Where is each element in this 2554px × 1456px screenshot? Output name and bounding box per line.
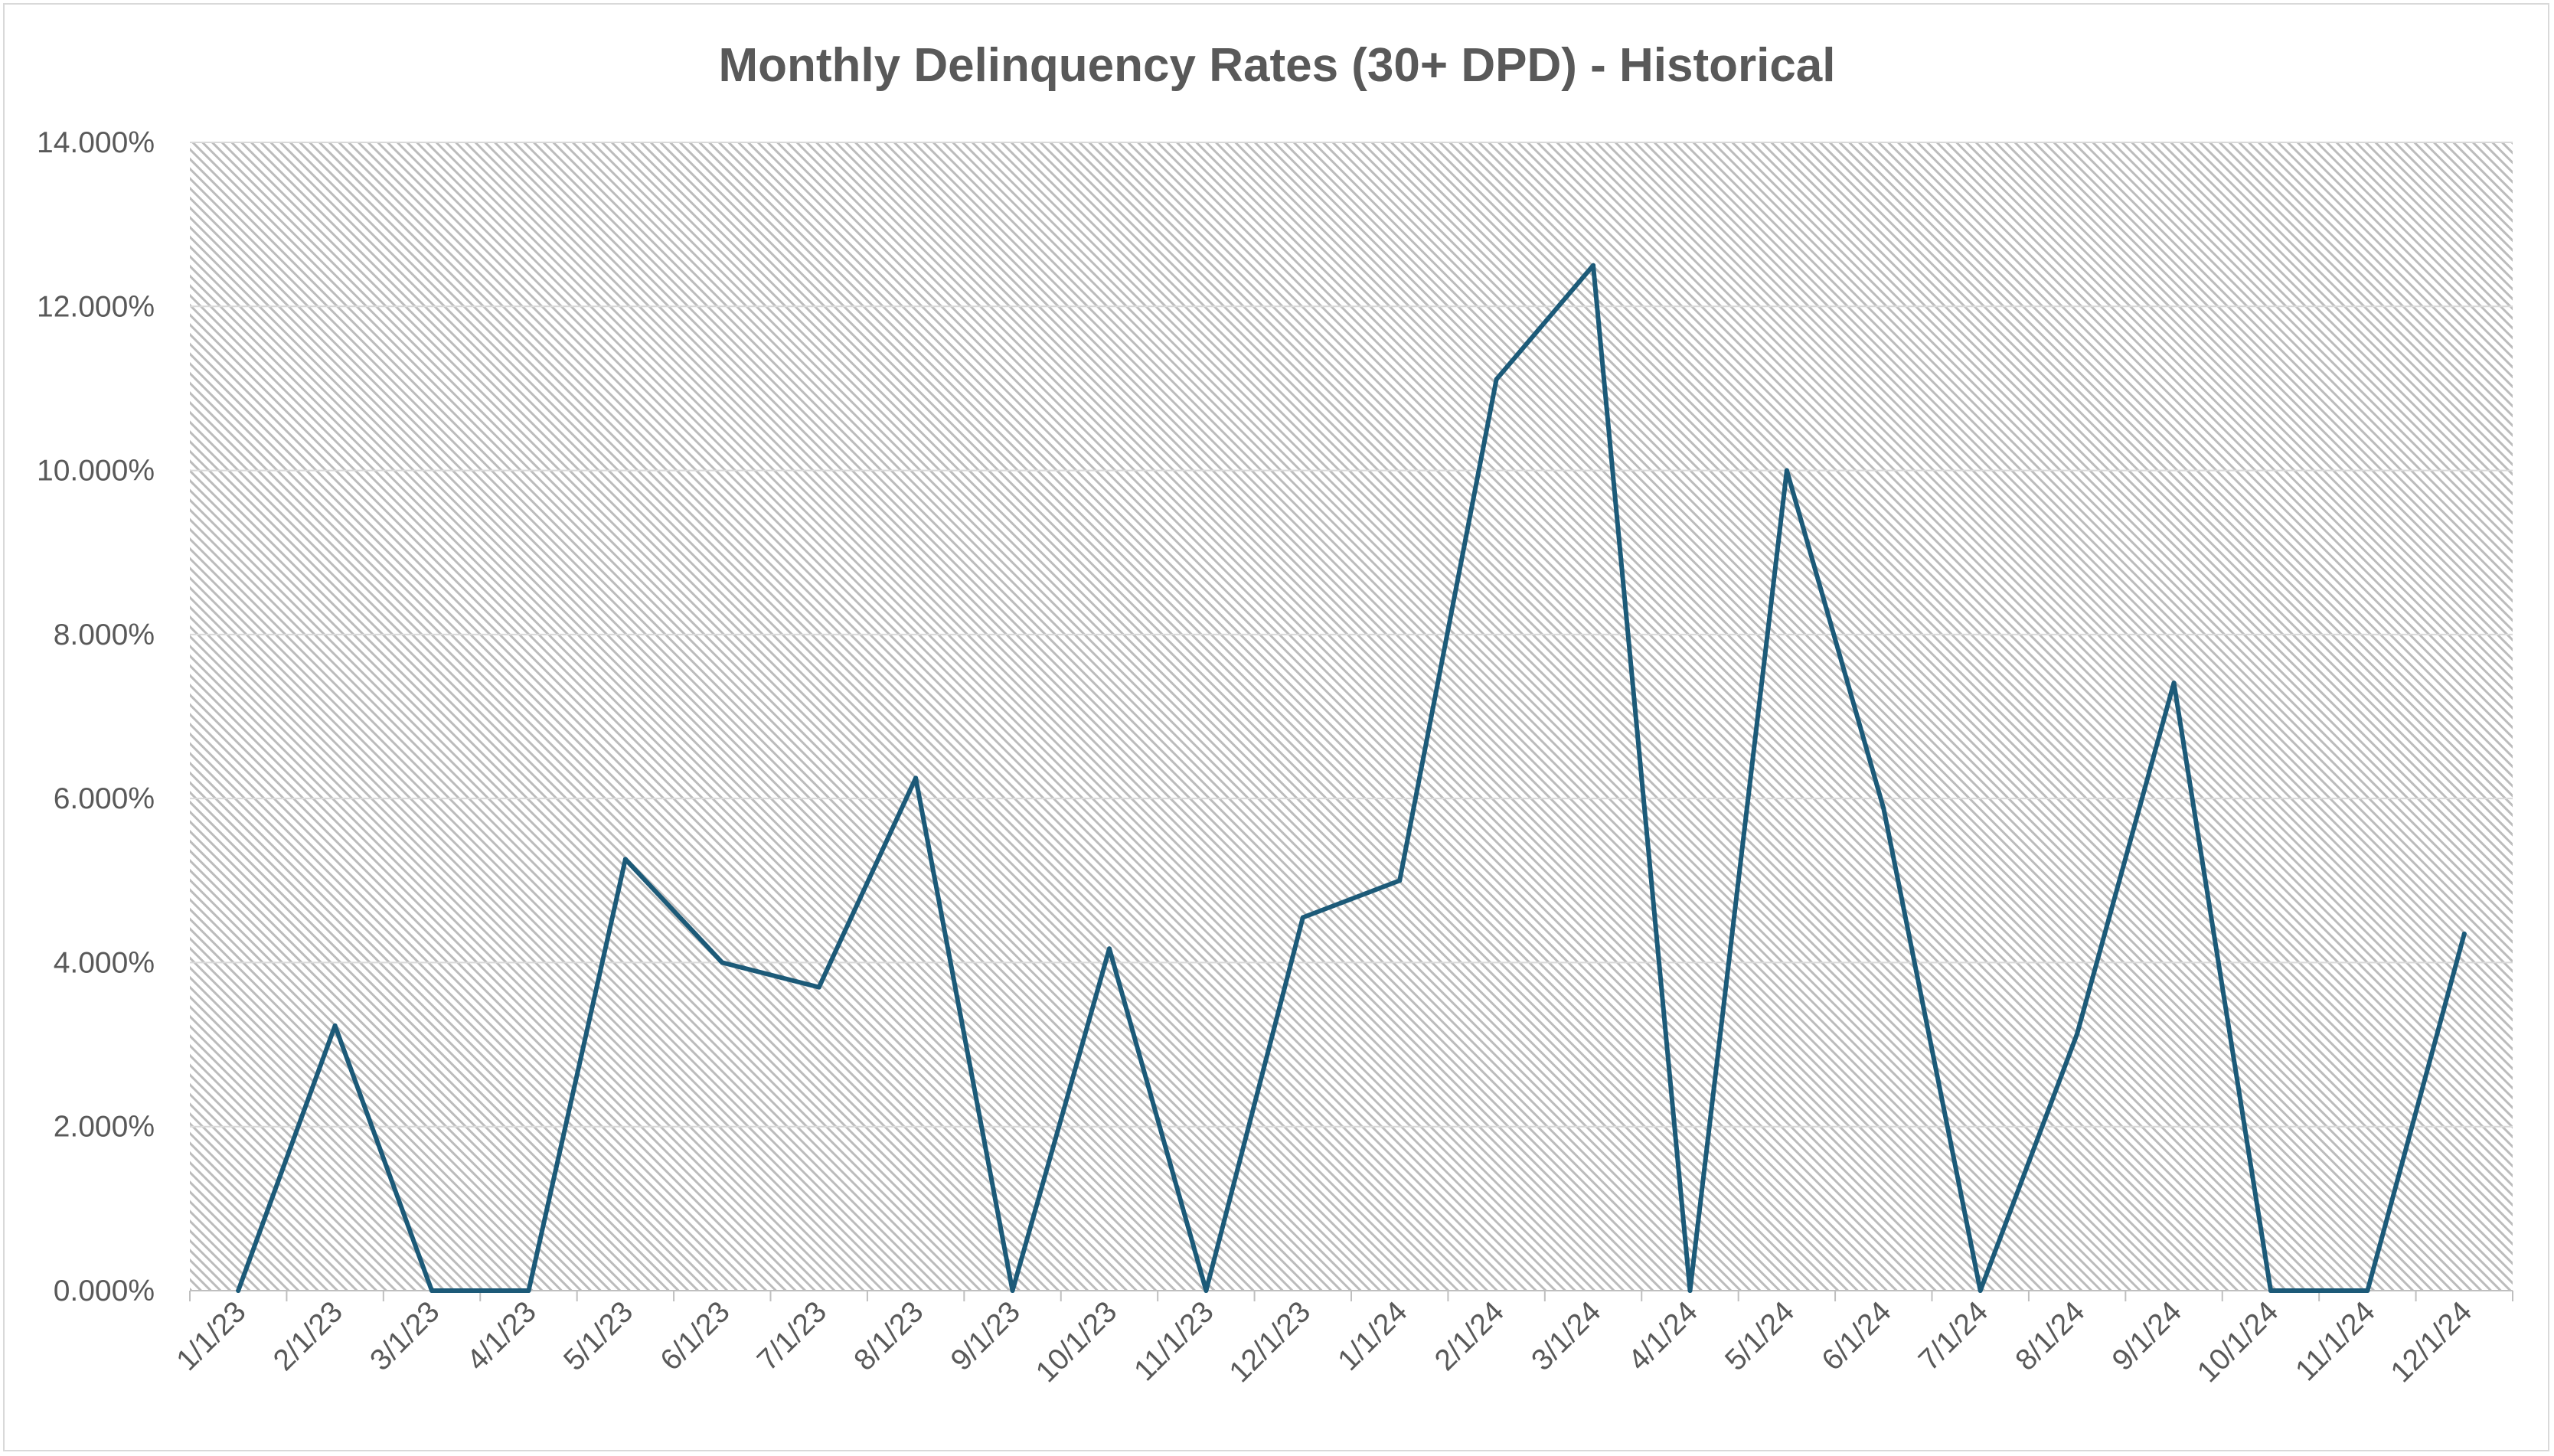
data-point: [1978, 1288, 1983, 1293]
y-tick-label: 14.000%: [37, 126, 155, 159]
y-axis: 0.000% 2.000% 4.000% 6.000% 8.000% 10.000% 12.…: [37, 126, 155, 1307]
x-tick-label: 7/1/23: [751, 1295, 833, 1377]
data-point: [913, 775, 919, 781]
x-axis: 1/1/23 2/1/23 3/1/23 4/1/23 5/1/23 6/1/23 7/1/…: [170, 1290, 2513, 1389]
data-point: [526, 1288, 531, 1293]
x-tick-label: 8/1/24: [2009, 1295, 2091, 1377]
x-tick-label: 2/1/23: [267, 1295, 349, 1377]
series-line: [236, 263, 2467, 1293]
y-tick-label: 12.000%: [37, 290, 155, 323]
x-tick-label: 9/1/23: [945, 1295, 1027, 1377]
data-point: [2171, 681, 2177, 686]
x-tick-label: 11/1/24: [2289, 1295, 2381, 1387]
data-point: [2075, 1031, 2080, 1037]
plot-area: [190, 142, 2513, 1291]
x-tick-label: 1/1/24: [1331, 1295, 1413, 1377]
data-point: [1204, 1288, 1209, 1293]
series-group: [236, 263, 2467, 1293]
x-tick-label: 12/1/23: [1223, 1295, 1317, 1389]
x-tick-label: 10/1/24: [2191, 1295, 2285, 1389]
x-tick-label: 6/1/24: [1816, 1295, 1898, 1377]
x-tick-label: 2/1/24: [1429, 1295, 1511, 1377]
y-tick-label: 2.000%: [54, 1111, 155, 1144]
gridlines: [190, 142, 2513, 1128]
x-tick-label: 7/1/24: [1912, 1295, 1994, 1377]
x-tick-label: 8/1/23: [848, 1295, 929, 1377]
chart-title: Monthly Delinquency Rates (30+ DPD) - Hi…: [718, 39, 1835, 92]
data-point: [332, 1023, 338, 1028]
data-point: [1494, 377, 1499, 382]
y-tick-label: 4.000%: [54, 946, 155, 979]
x-tick-label: 5/1/23: [557, 1295, 639, 1377]
y-tick-label: 8.000%: [54, 619, 155, 651]
x-tick-label: 3/1/24: [1525, 1295, 1607, 1377]
data-point: [2268, 1288, 2273, 1293]
data-point: [429, 1288, 435, 1293]
x-tick-label: 6/1/23: [655, 1295, 736, 1377]
data-point: [1881, 806, 1886, 811]
x-tick-label: 5/1/24: [1719, 1295, 1801, 1377]
x-tick-label: 12/1/24: [2385, 1295, 2478, 1389]
x-tick-label: 4/1/23: [461, 1295, 543, 1377]
data-point: [236, 1288, 241, 1293]
x-tick-label: 1/1/23: [170, 1295, 252, 1377]
x-tick-label: 11/1/23: [1128, 1295, 1220, 1387]
data-point: [1106, 946, 1112, 952]
y-tick-label: 6.000%: [54, 782, 155, 815]
y-tick-label: 10.000%: [37, 455, 155, 488]
x-tick-label: 3/1/23: [364, 1295, 446, 1377]
data-point: [1687, 1288, 1693, 1293]
y-tick-label: 0.000%: [54, 1275, 155, 1307]
data-point: [1591, 263, 1596, 268]
data-point: [2461, 931, 2467, 936]
data-point: [816, 984, 821, 990]
data-point: [720, 960, 725, 965]
data-point: [1397, 878, 1403, 883]
x-tick-label: 4/1/24: [1622, 1295, 1704, 1377]
data-point: [1784, 468, 1789, 473]
x-tick-label: 9/1/24: [2106, 1295, 2188, 1377]
data-point: [1300, 915, 1305, 920]
data-point: [622, 857, 628, 862]
data-point: [2365, 1288, 2370, 1293]
x-tick-label: 10/1/23: [1030, 1295, 1123, 1389]
data-point: [1010, 1288, 1015, 1293]
